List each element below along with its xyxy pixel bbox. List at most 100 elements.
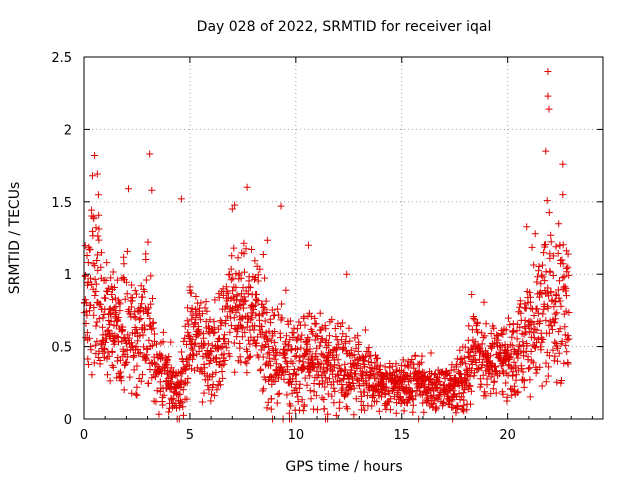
data-point xyxy=(287,402,295,410)
data-point xyxy=(94,354,102,362)
data-point xyxy=(375,407,383,415)
data-point xyxy=(232,283,240,291)
data-point xyxy=(315,380,323,388)
data-point xyxy=(262,376,270,384)
data-point xyxy=(169,395,177,403)
data-point xyxy=(440,398,448,406)
data-point xyxy=(300,402,308,410)
data-point xyxy=(146,322,154,330)
data-point xyxy=(344,390,352,398)
data-point xyxy=(342,332,350,340)
data-point xyxy=(404,399,411,407)
data-point xyxy=(360,388,368,396)
data-point xyxy=(374,354,382,362)
data-point xyxy=(564,332,572,340)
data-point xyxy=(126,310,134,318)
data-point xyxy=(194,327,202,335)
data-point xyxy=(359,370,367,378)
data-point xyxy=(190,352,198,359)
data-point xyxy=(248,302,256,310)
data-point xyxy=(135,316,143,324)
data-point xyxy=(508,391,516,399)
data-point xyxy=(125,334,133,342)
data-point xyxy=(533,305,541,313)
data-point xyxy=(539,336,547,343)
data-point xyxy=(99,314,107,322)
data-point xyxy=(199,310,206,318)
data-point xyxy=(427,349,435,357)
data-point xyxy=(460,354,468,362)
data-point xyxy=(240,239,248,247)
data-point xyxy=(245,353,253,361)
data-point xyxy=(553,309,561,317)
data-point xyxy=(508,341,516,349)
data-point xyxy=(275,311,283,319)
data-point xyxy=(474,318,481,326)
data-point xyxy=(520,377,528,385)
data-point xyxy=(361,363,369,371)
data-point xyxy=(467,387,475,395)
data-point xyxy=(317,359,325,367)
data-point xyxy=(564,263,572,271)
data-point xyxy=(189,355,197,363)
data-point xyxy=(294,365,302,373)
data-point xyxy=(532,369,540,377)
data-point xyxy=(513,389,521,397)
data-point xyxy=(124,331,132,339)
data-point xyxy=(243,347,251,355)
data-point xyxy=(268,306,276,314)
data-point xyxy=(130,313,138,321)
data-point xyxy=(519,376,527,384)
data-point xyxy=(295,318,303,326)
data-point xyxy=(469,345,477,353)
data-point xyxy=(453,404,461,412)
data-point xyxy=(489,385,497,393)
data-point xyxy=(209,370,217,378)
data-point xyxy=(291,353,299,360)
data-point xyxy=(85,334,93,342)
data-point xyxy=(492,389,500,397)
data-point xyxy=(562,285,570,293)
data-point xyxy=(526,376,534,384)
data-point xyxy=(362,353,369,361)
data-point xyxy=(456,346,464,354)
data-point xyxy=(197,299,205,307)
data-point xyxy=(479,334,487,342)
data-point xyxy=(178,348,185,356)
data-point xyxy=(542,316,550,324)
data-point xyxy=(273,399,281,407)
data-point xyxy=(457,370,464,378)
data-point xyxy=(256,265,264,273)
data-point xyxy=(90,311,98,319)
data-point xyxy=(303,381,311,389)
data-point xyxy=(329,367,337,375)
data-point xyxy=(177,369,185,377)
data-point xyxy=(479,358,487,366)
data-point xyxy=(424,397,432,404)
data-point xyxy=(480,298,488,306)
data-point xyxy=(565,335,573,343)
data-point xyxy=(115,338,122,346)
data-point xyxy=(89,260,97,268)
data-point xyxy=(208,390,216,398)
data-point xyxy=(479,371,487,379)
data-point xyxy=(329,347,337,354)
data-point xyxy=(240,250,248,258)
data-point xyxy=(162,354,170,362)
data-point xyxy=(465,322,473,330)
data-point xyxy=(468,361,476,368)
data-point xyxy=(210,318,218,326)
data-point xyxy=(110,304,118,312)
data-point xyxy=(543,197,551,205)
data-point xyxy=(470,313,478,320)
data-point xyxy=(530,261,538,269)
data-point xyxy=(361,406,369,414)
data-point xyxy=(502,379,510,387)
data-point xyxy=(95,225,103,233)
data-point xyxy=(318,335,326,343)
data-point xyxy=(104,326,112,334)
data-point xyxy=(165,408,173,416)
data-point xyxy=(528,243,536,251)
data-point xyxy=(404,372,412,379)
